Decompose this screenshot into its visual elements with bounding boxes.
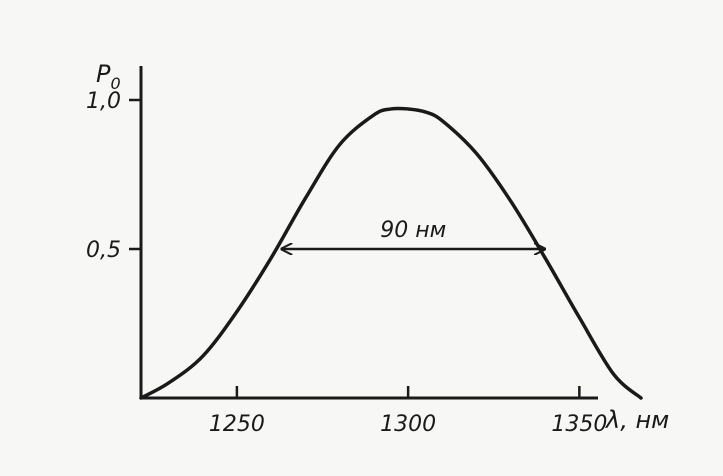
x-axis-title: λ, нм	[604, 406, 669, 434]
y-axis-title-subscript: 0	[110, 74, 120, 93]
fwhm-label: 90 нм	[380, 218, 446, 243]
y-tick-label: 0,5	[86, 238, 121, 263]
spectrum-curve	[139, 106, 643, 400]
x-tick-label: 1300	[380, 412, 436, 437]
y-axis-title: P0	[96, 60, 121, 93]
y-tick-label: 1,0	[86, 89, 121, 114]
x-tick-label: 1350	[551, 412, 607, 437]
y-axis-title-main: P	[96, 60, 111, 88]
x-tick-label: 1250	[209, 412, 265, 437]
